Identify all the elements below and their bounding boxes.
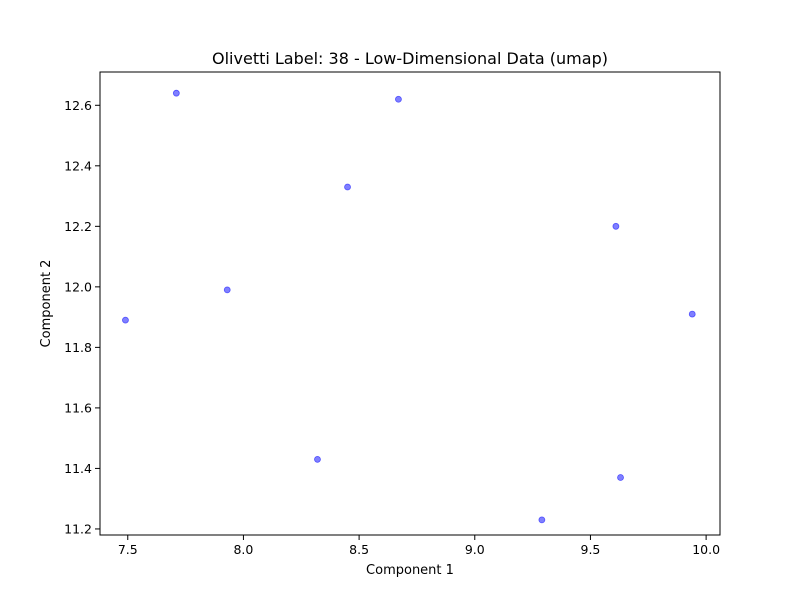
y-tick-label: 12.6 <box>64 98 92 113</box>
x-tick-label: 9.5 <box>581 542 601 557</box>
y-tick-label: 11.4 <box>64 461 92 476</box>
y-axis-label: Component 2 <box>39 260 54 348</box>
x-tick-label: 10.0 <box>692 542 720 557</box>
data-point <box>314 455 321 463</box>
x-axis-label: Component 1 <box>366 563 454 578</box>
y-axis: 11.2 11.4 11.6 11.8 12.0 12.2 12.4 12.6 <box>64 98 100 536</box>
x-tick-label: 9.0 <box>465 542 485 557</box>
data-point <box>617 474 624 481</box>
axes-frame <box>99 71 721 536</box>
x-tick-label: 8.0 <box>233 542 253 557</box>
data-point <box>538 516 546 524</box>
data-points <box>122 89 696 524</box>
data-point <box>688 310 696 318</box>
y-tick-label: 11.2 <box>64 521 92 536</box>
plot-area: 7.5 8.0 8.5 9.0 9.5 10.0 11.2 11.4 11.6 11.8 12.0… <box>64 71 721 557</box>
x-axis: 7.5 8.0 8.5 9.0 9.5 10.0 <box>118 535 720 557</box>
y-tick-label: 12.4 <box>64 158 92 173</box>
data-point <box>395 95 402 103</box>
data-point <box>172 89 180 97</box>
y-tick-label: 12.0 <box>64 279 92 294</box>
x-tick-label: 8.5 <box>349 542 369 557</box>
chart-title: Olivetti Label: 38 - Low-Dimensional Dat… <box>212 49 608 68</box>
data-point <box>122 316 129 324</box>
data-point <box>612 222 620 230</box>
x-tick-label: 7.5 <box>118 542 138 557</box>
y-tick-label: 11.8 <box>64 340 92 355</box>
data-point <box>223 286 231 294</box>
y-tick-label: 12.2 <box>64 219 92 234</box>
data-point <box>344 183 351 191</box>
y-tick-label: 11.6 <box>64 400 92 415</box>
